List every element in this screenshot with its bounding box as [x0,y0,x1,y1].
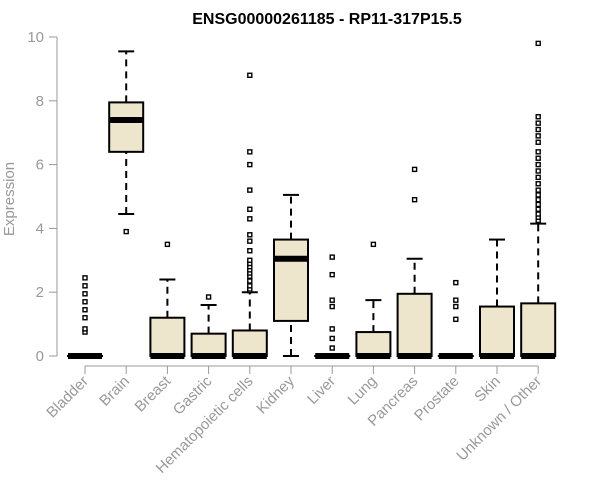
y-tick-label: 0 [36,348,44,365]
y-axis: 0 2 4 6 8 10 [27,29,58,365]
x-tick-label: Liver [304,373,339,408]
outlier-point [329,326,335,332]
outlier-point [247,72,253,78]
x-tick-label: Kidney [253,372,298,417]
outlier-point [453,303,459,310]
outlier-point [247,232,253,238]
outlier-point [411,196,418,203]
outlier-point [247,238,253,244]
outlier-point [453,279,459,286]
outlier-point [82,291,88,297]
outlier-point [453,316,459,323]
y-tick-label: 6 [36,157,44,174]
outlier-point [535,201,541,208]
outlier-point [535,139,541,145]
outlier-point [123,228,129,235]
box-hematopoietic-cells [231,72,268,359]
outlier-point [370,241,377,248]
outlier-point [411,166,418,173]
outlier-point [535,174,541,181]
outlier-point [535,211,541,217]
box-brain [108,50,145,235]
outlier-point [535,168,541,174]
box-bladder [67,275,103,359]
outlier-point [247,283,253,289]
x-tick-label: Lung [345,373,381,409]
outlier-point [205,294,212,300]
box-prostate [437,279,474,359]
x-tick-label: Skin [471,373,504,406]
outlier-point [535,149,541,155]
outlier-point [535,126,541,133]
outlier-point [535,192,541,198]
outlier-point [82,283,88,289]
outlier-point [247,187,253,193]
iqr-box [479,305,515,357]
outlier-point [535,114,541,120]
outlier-point [535,206,541,212]
boxes-group [67,40,557,359]
outlier-point [329,303,335,310]
outlier-point [82,315,88,321]
y-axis-label: Expression [1,162,18,236]
x-tick-label: Breast [132,372,175,415]
x-tick-label: Brain [96,373,133,410]
iqr-box [355,331,392,358]
outlier-point [535,40,541,47]
outlier-point [535,161,541,168]
outlier-point [535,120,541,126]
chart-title: ENSG00000261185 - RP11-317P15.5 [192,11,462,28]
outlier-point [535,155,541,161]
outlier-point [535,196,541,203]
outlier-point [247,149,253,155]
outlier-point [535,133,541,139]
box-unknown-other [520,40,557,359]
outlier-point [247,248,253,254]
box-kidney [273,193,309,357]
outlier-point [82,307,88,313]
iqr-box [396,292,433,358]
box-liver [314,254,351,359]
outlier-point [247,216,253,222]
iqr-box [149,316,186,357]
x-tick-label: Prostate [411,373,463,425]
y-tick-label: 2 [36,284,44,301]
outlier-point [329,271,335,278]
outlier-point [247,278,253,284]
iqr-box [520,302,557,357]
box-lung [355,241,392,359]
box-breast [149,241,186,359]
outlier-point [247,257,253,263]
outlier-point [329,254,335,260]
outlier-point [453,297,459,303]
iqr-box [190,332,227,358]
box-skin [479,238,515,359]
outlier-point [82,299,88,305]
outlier-point [535,187,541,193]
outlier-point [82,326,88,332]
iqr-box [231,329,268,358]
outlier-point [329,345,335,351]
iqr-box [108,101,145,153]
y-tick-label: 8 [36,93,44,110]
x-tick-label: Bladder [43,373,92,422]
outlier-point [535,181,541,187]
outlier-point [247,161,253,168]
outlier-point [329,335,335,342]
iqr-box [273,238,309,322]
y-tick-label: 10 [27,29,44,46]
box-gastric [190,294,227,359]
outlier-point [247,206,253,212]
box-pancreas [396,166,433,359]
outlier-point [82,275,88,281]
y-tick-label: 4 [36,220,44,237]
outlier-point [164,241,171,248]
outlier-point [329,297,335,303]
